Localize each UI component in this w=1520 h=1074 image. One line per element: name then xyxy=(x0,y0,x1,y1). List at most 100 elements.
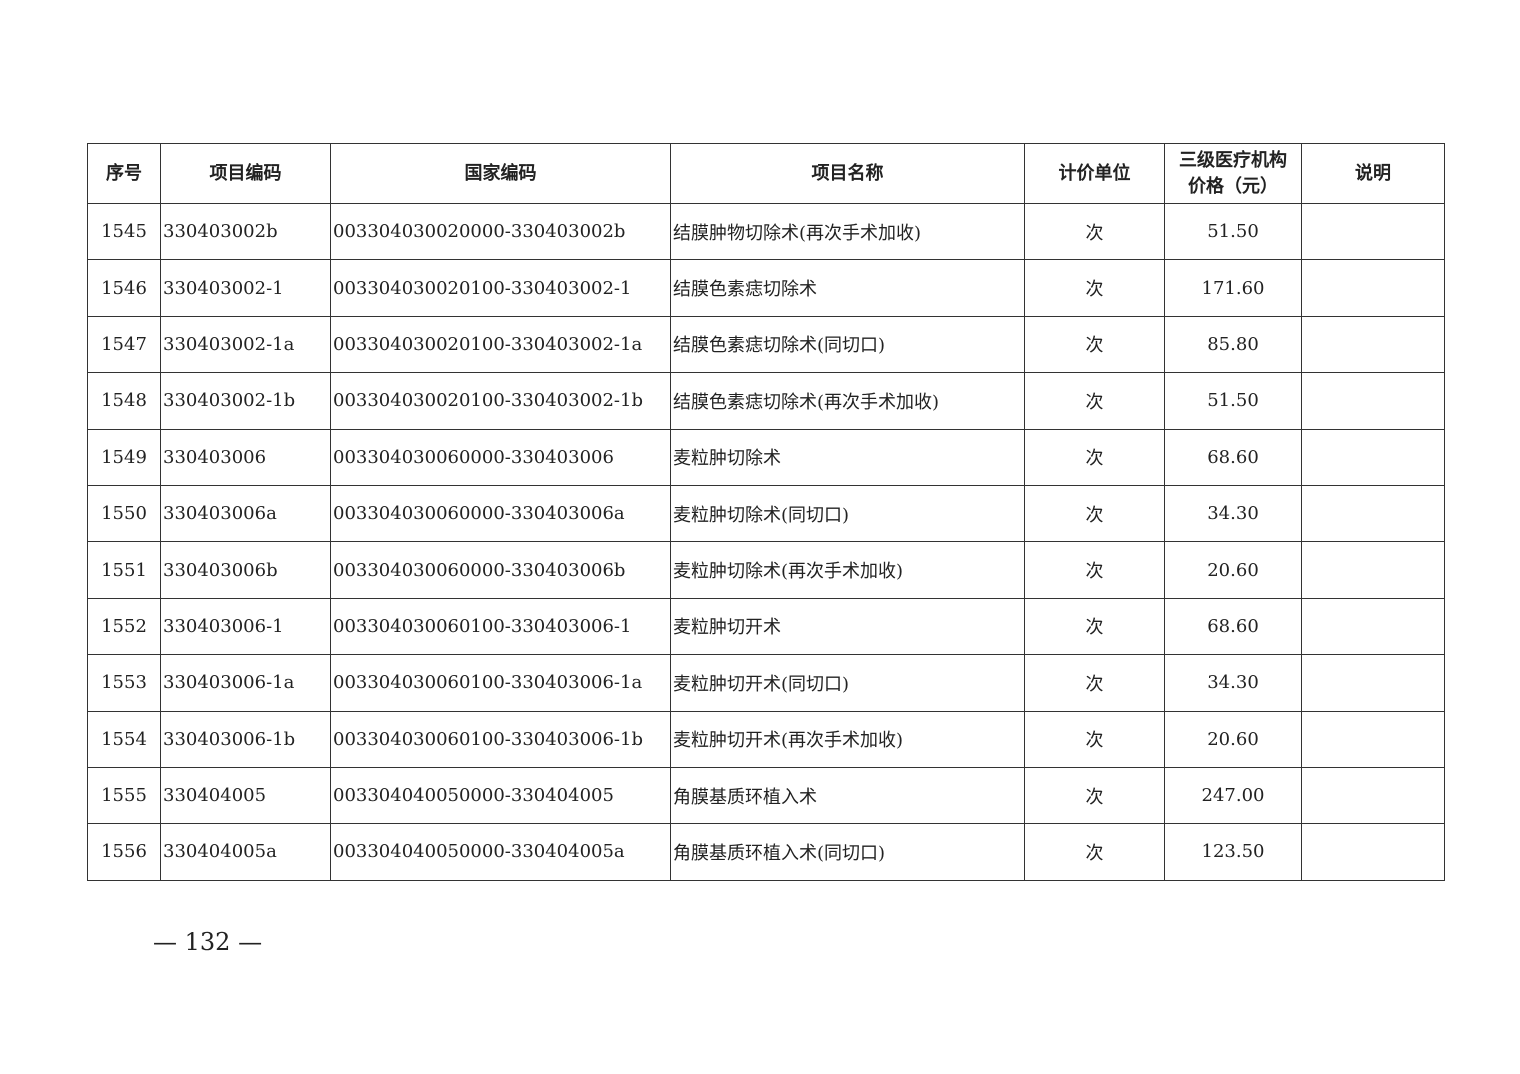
cell-item-code: 330403002-1 xyxy=(160,259,331,317)
cell-price: 51.50 xyxy=(1164,202,1302,261)
cell-national-code: 003304040050000-330404005 xyxy=(330,766,671,825)
cell-national-code: 003304030060000-330403006a xyxy=(330,484,671,543)
cell-index: 1547 xyxy=(87,315,161,374)
cell-notes xyxy=(1301,484,1445,543)
table-row: 1553 330403006-1a 003304030060100-33040300… xyxy=(87,654,1445,712)
cell-unit: 次 xyxy=(1024,823,1165,881)
table-row: 1555 330404005 003304040050000-330404005 角膜… xyxy=(87,766,1445,825)
cell-item-name: 麦粒肿切开术(再次手术加收) xyxy=(670,710,1025,768)
cell-index: 1548 xyxy=(87,372,161,430)
cell-national-code: 003304030020100-330403002-1 xyxy=(330,259,671,317)
table-row: 1549 330403006 003304030060000-330403006 麦粒… xyxy=(87,428,1445,486)
cell-item-code: 330403002-1b xyxy=(160,372,331,430)
cell-price: 34.30 xyxy=(1164,654,1302,712)
cell-item-name: 结膜色素痣切除术(同切口) xyxy=(670,315,1025,374)
table-row: 1547 330403002-1a 003304030020100-33040300… xyxy=(87,315,1445,374)
header-price-line2: 价格（元） xyxy=(1188,175,1278,197)
cell-index: 1553 xyxy=(87,654,161,712)
cell-notes xyxy=(1301,710,1445,768)
cell-price: 34.30 xyxy=(1164,484,1302,543)
cell-item-name: 麦粒肿切除术(再次手术加收) xyxy=(670,541,1025,599)
cell-price: 20.60 xyxy=(1164,710,1302,768)
cell-index: 1554 xyxy=(87,710,161,768)
cell-notes xyxy=(1301,315,1445,374)
cell-item-name: 结膜色素痣切除术(再次手术加收) xyxy=(670,372,1025,430)
cell-national-code: 003304030020100-330403002-1a xyxy=(330,315,671,374)
cell-unit: 次 xyxy=(1024,484,1165,543)
cell-index: 1556 xyxy=(87,823,161,881)
header-item-code: 项目编码 xyxy=(160,143,331,204)
cell-price: 123.50 xyxy=(1164,823,1302,881)
cell-notes xyxy=(1301,428,1445,486)
cell-price: 247.00 xyxy=(1164,766,1302,825)
cell-notes xyxy=(1301,823,1445,881)
cell-unit: 次 xyxy=(1024,766,1165,825)
cell-index: 1552 xyxy=(87,597,161,656)
header-item-name: 项目名称 xyxy=(670,143,1025,204)
header-index: 序号 xyxy=(87,143,161,204)
cell-notes xyxy=(1301,372,1445,430)
table-row: 1556 330404005a 003304040050000-330404005a… xyxy=(87,823,1445,881)
cell-unit: 次 xyxy=(1024,428,1165,486)
cell-unit: 次 xyxy=(1024,372,1165,430)
cell-price: 171.60 xyxy=(1164,259,1302,317)
cell-price: 20.60 xyxy=(1164,541,1302,599)
table-row: 1550 330403006a 003304030060000-330403006a… xyxy=(87,484,1445,543)
cell-price: 68.60 xyxy=(1164,597,1302,656)
table-row: 1546 330403002-1 003304030020100-330403002… xyxy=(87,259,1445,317)
cell-notes xyxy=(1301,541,1445,599)
cell-national-code: 003304030060000-330403006b xyxy=(330,541,671,599)
cell-index: 1546 xyxy=(87,259,161,317)
cell-item-code: 330403006-1a xyxy=(160,654,331,712)
cell-notes xyxy=(1301,259,1445,317)
cell-unit: 次 xyxy=(1024,541,1165,599)
cell-item-code: 330403006-1 xyxy=(160,597,331,656)
cell-item-code: 330403006 xyxy=(160,428,331,486)
table-row: 1545 330403002b 003304030020000-330403002b… xyxy=(87,202,1445,261)
table-row: 1551 330403006b 003304030060000-330403006b… xyxy=(87,541,1445,599)
cell-item-code: 330404005a xyxy=(160,823,331,881)
cell-item-code: 330403002b xyxy=(160,202,331,261)
cell-price: 68.60 xyxy=(1164,428,1302,486)
cell-national-code: 003304030020100-330403002-1b xyxy=(330,372,671,430)
table-row: 1548 330403002-1b 003304030020100-33040300… xyxy=(87,372,1445,430)
header-notes: 说明 xyxy=(1301,143,1445,204)
header-price: 三级医疗机构 价格（元） xyxy=(1164,143,1302,204)
cell-index: 1549 xyxy=(87,428,161,486)
cell-item-name: 角膜基质环植入术 xyxy=(670,766,1025,825)
cell-item-code: 330403006a xyxy=(160,484,331,543)
cell-index: 1551 xyxy=(87,541,161,599)
cell-item-name: 麦粒肿切除术(同切口) xyxy=(670,484,1025,543)
cell-unit: 次 xyxy=(1024,315,1165,374)
cell-notes xyxy=(1301,766,1445,825)
header-price-line1: 三级医疗机构 xyxy=(1179,149,1287,171)
cell-unit: 次 xyxy=(1024,259,1165,317)
cell-item-name: 麦粒肿切开术 xyxy=(670,597,1025,656)
cell-national-code: 003304030060100-330403006-1b xyxy=(330,710,671,768)
cell-item-code: 330404005 xyxy=(160,766,331,825)
cell-national-code: 003304030020000-330403002b xyxy=(330,202,671,261)
price-table: 序号 项目编码 国家编码 项目名称 计价单位 三级医疗机构 价格（元） 说明 15… xyxy=(87,143,1445,881)
cell-index: 1555 xyxy=(87,766,161,825)
table-row: 1554 330403006-1b 003304030060100-33040300… xyxy=(87,710,1445,768)
cell-notes xyxy=(1301,654,1445,712)
cell-notes xyxy=(1301,202,1445,261)
cell-item-code: 330403006b xyxy=(160,541,331,599)
cell-item-name: 结膜色素痣切除术 xyxy=(670,259,1025,317)
cell-item-code: 330403006-1b xyxy=(160,710,331,768)
cell-notes xyxy=(1301,597,1445,656)
cell-index: 1550 xyxy=(87,484,161,543)
cell-price: 51.50 xyxy=(1164,372,1302,430)
cell-unit: 次 xyxy=(1024,710,1165,768)
cell-national-code: 003304030060100-330403006-1 xyxy=(330,597,671,656)
header-national-code: 国家编码 xyxy=(330,143,671,204)
cell-national-code: 003304030060100-330403006-1a xyxy=(330,654,671,712)
header-unit: 计价单位 xyxy=(1024,143,1165,204)
table-header-row: 序号 项目编码 国家编码 项目名称 计价单位 三级医疗机构 价格（元） 说明 xyxy=(87,143,1445,204)
cell-item-name: 麦粒肿切除术 xyxy=(670,428,1025,486)
table-row: 1552 330403006-1 003304030060100-330403006… xyxy=(87,597,1445,656)
cell-price: 85.80 xyxy=(1164,315,1302,374)
cell-item-name: 结膜肿物切除术(再次手术加收) xyxy=(670,202,1025,261)
cell-index: 1545 xyxy=(87,202,161,261)
cell-item-name: 角膜基质环植入术(同切口) xyxy=(670,823,1025,881)
